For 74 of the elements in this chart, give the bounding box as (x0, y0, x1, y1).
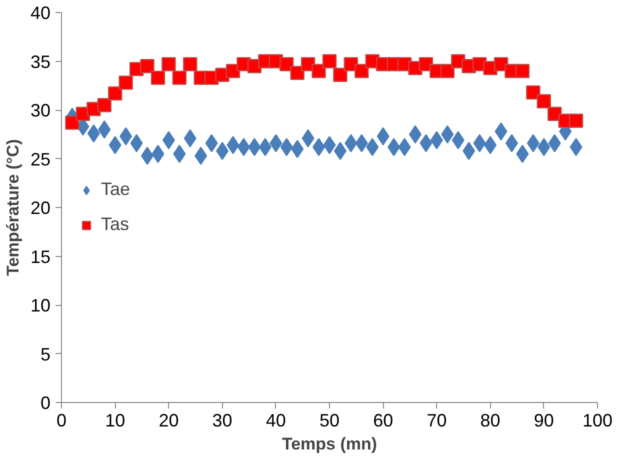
point (87, 124, 100, 142)
point (322, 54, 337, 68)
y-tick-label: 20 (30, 198, 51, 218)
point (152, 144, 164, 163)
y-tick-label: 10 (30, 296, 51, 316)
point (536, 94, 551, 108)
x-tick-label: 90 (534, 410, 554, 430)
point (173, 144, 186, 163)
point (108, 136, 122, 154)
point (162, 57, 176, 72)
point (408, 125, 422, 144)
legend-label: Tae (101, 179, 130, 200)
y-axis-title: Température (°C) (3, 139, 22, 276)
x-tick-label: 60 (373, 410, 394, 430)
point (183, 57, 198, 72)
point (516, 144, 529, 163)
point (312, 64, 326, 78)
point (484, 136, 497, 154)
point (323, 136, 336, 154)
x-tick-label: 100 (582, 410, 613, 430)
x-tick-label: 20 (158, 410, 179, 430)
point (452, 131, 464, 150)
point (162, 131, 175, 150)
point (441, 125, 454, 144)
x-tick-label: 30 (212, 410, 232, 430)
point (194, 146, 208, 165)
y-tick-label: 0 (40, 393, 51, 413)
x-tick-label: 70 (426, 410, 447, 430)
x-axis-title: Temps (mn) (282, 434, 378, 454)
point (65, 116, 80, 130)
point (270, 134, 282, 152)
point (333, 68, 348, 82)
point (548, 134, 561, 152)
point (515, 64, 530, 78)
x-tick-label: 50 (319, 410, 340, 430)
point (344, 134, 358, 152)
point (184, 129, 196, 148)
point (130, 134, 143, 152)
x-tick-label: 80 (480, 410, 500, 430)
point (140, 59, 154, 74)
point (226, 136, 240, 154)
legend-label: Tas (101, 214, 130, 235)
y-tick-label: 25 (30, 149, 51, 170)
point (150, 70, 166, 85)
point (237, 138, 250, 156)
point (280, 57, 294, 72)
point (140, 146, 154, 165)
point (420, 134, 432, 152)
point (354, 64, 369, 78)
y-tick-label: 5 (40, 344, 51, 364)
point (205, 134, 218, 152)
point (505, 134, 518, 152)
point (120, 127, 132, 146)
point (355, 134, 368, 152)
point (97, 98, 112, 112)
x-tick-label: 0 (56, 410, 67, 430)
point (526, 85, 540, 100)
point (440, 64, 455, 78)
x-tick-label: 40 (266, 410, 286, 430)
point (473, 134, 486, 152)
point (430, 131, 443, 150)
point (290, 66, 304, 80)
point (108, 86, 122, 101)
y-tick-label: 30 (30, 100, 51, 120)
y-tick-label: 40 (30, 3, 51, 23)
point (118, 76, 133, 90)
x-tick-label: 10 (105, 410, 126, 430)
point (526, 134, 540, 152)
point (376, 127, 390, 146)
point (302, 129, 314, 148)
y-tick-label: 15 (30, 246, 51, 267)
point (172, 70, 187, 85)
point (568, 114, 584, 128)
y-tick-label: 35 (30, 52, 51, 72)
